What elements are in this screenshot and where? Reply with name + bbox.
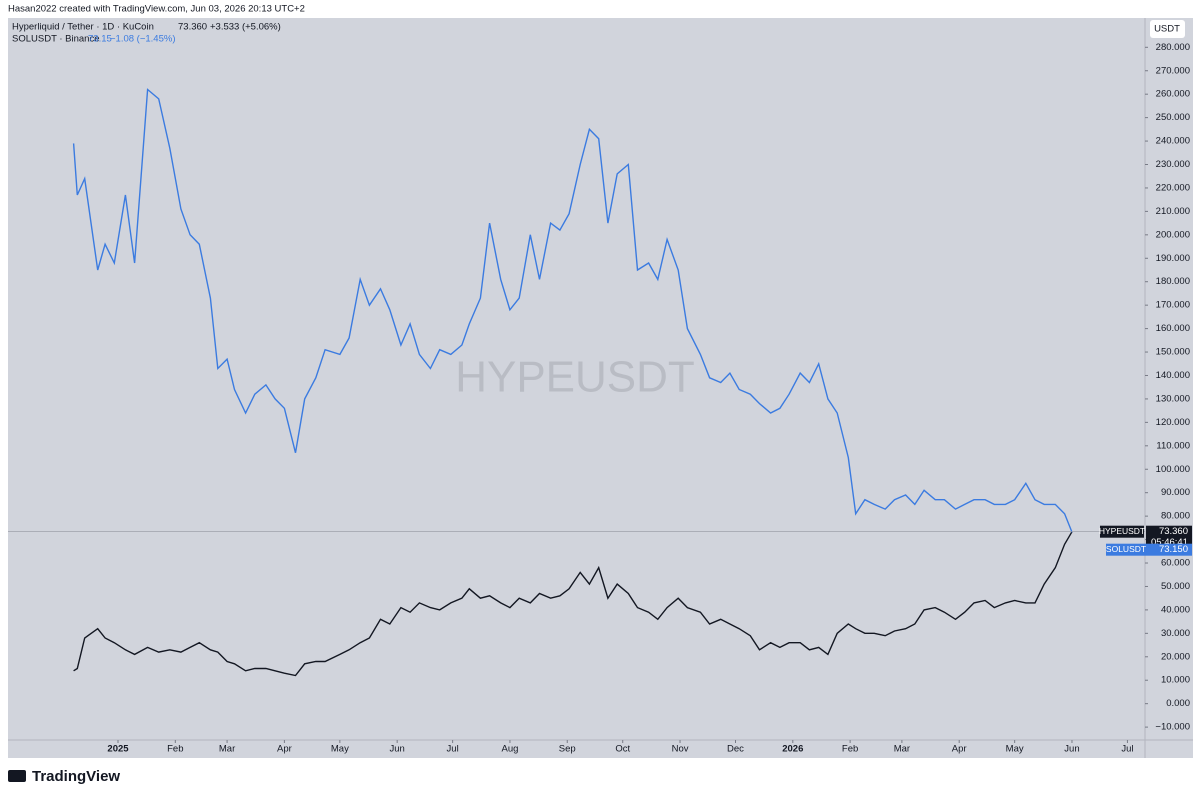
tag-box (1100, 525, 1144, 538)
x-tick-label: Mar (894, 744, 910, 755)
legend-name: SOLUSDT · Binance (12, 34, 99, 45)
header: Hasan2022 created with TradingView.com, … (8, 4, 305, 15)
legend-name: Hyperliquid / Tether · 1D · KuCoin (12, 22, 154, 33)
legend-change: +3.533 (+5.06%) (210, 22, 281, 33)
price-line (73, 531, 1073, 677)
x-tick-label: Jun (1064, 744, 1079, 755)
logo: TradingView (8, 768, 120, 785)
y-tick-label: 0.000 (1166, 698, 1190, 709)
legend-last: 73.360 (178, 22, 207, 33)
y-tick-label: 190.000 (1156, 253, 1190, 264)
x-tick-label: Apr (277, 744, 292, 755)
footer-brand: TradingView (32, 768, 120, 785)
x-tick-label: May (331, 744, 349, 755)
y-tick-label: 220.000 (1156, 182, 1190, 193)
y-tick-label: 20.000 (1161, 651, 1190, 662)
legend-last: 73.15 (88, 34, 112, 45)
y-tick-label: 50.000 (1161, 581, 1190, 592)
y-tick-label: 230.000 (1156, 159, 1190, 170)
y-tick-label: 30.000 (1161, 628, 1190, 639)
y-tick-label: 10.000 (1161, 675, 1190, 686)
y-tick-label: 280.000 (1156, 42, 1190, 53)
y-tick-label: 40.000 (1161, 604, 1190, 615)
x-tick-label: Feb (842, 744, 858, 755)
tag-price: 73.360 (1159, 526, 1188, 537)
x-tick-label: Apr (952, 744, 967, 755)
x-tick-label: May (1006, 744, 1024, 755)
unit: USDT (1154, 24, 1180, 35)
x-tick-label: Dec (727, 744, 744, 755)
y-tick-label: 100.000 (1156, 464, 1190, 475)
y-tick-label: 260.000 (1156, 89, 1190, 100)
y-tick-label: 80.000 (1161, 511, 1190, 522)
tag-name: HYPEUSDT (1099, 526, 1145, 536)
y-tick-label: 200.000 (1156, 229, 1190, 240)
tag-box (1106, 543, 1146, 556)
x-tick-label: Aug (501, 744, 518, 755)
x-tick-label: 2026 (782, 744, 803, 755)
watermark: HYPEUSDT (455, 353, 695, 402)
x-tick-label: Oct (615, 744, 630, 755)
x-tick-label: Mar (219, 744, 235, 755)
y-tick-label: 170.000 (1156, 300, 1190, 311)
y-tick-label: −10.000 (1155, 722, 1190, 733)
unit-box (1150, 20, 1185, 38)
x-tick-label: Sep (559, 744, 576, 755)
x-tick-label: Jul (447, 744, 459, 755)
x-tick-label: Feb (167, 744, 183, 755)
legend-change: −1.08 (−1.45%) (110, 34, 176, 45)
tag-price: 73.150 (1159, 544, 1188, 555)
x-tick-label: Jun (390, 744, 405, 755)
y-tick-label: 60.000 (1161, 558, 1190, 569)
x-tick-label: Nov (672, 744, 689, 755)
price-line (72, 88, 1073, 533)
tag-countdown: 05:46:41 (1151, 537, 1188, 548)
y-tick-label: 130.000 (1156, 393, 1190, 404)
tag-box (1146, 543, 1192, 556)
y-tick-label: 110.000 (1156, 440, 1190, 451)
y-tick-label: 270.000 (1156, 65, 1190, 76)
y-tick-label: 160.000 (1156, 323, 1190, 334)
x-tick-label: 2025 (107, 744, 129, 755)
chart-pane (8, 18, 1193, 758)
y-tick-label: 140.000 (1156, 370, 1190, 381)
y-tick-label: 150.000 (1156, 347, 1190, 358)
tag-name: SOLUSDT (1106, 544, 1146, 554)
y-tick-label: 240.000 (1156, 136, 1190, 147)
y-tick-label: 250.000 (1156, 112, 1190, 123)
y-tick-label: 90.000 (1161, 487, 1190, 498)
y-tick-label: 210.000 (1156, 206, 1190, 217)
y-tick-label: 120.000 (1156, 417, 1190, 428)
y-tick-label: 180.000 (1156, 276, 1190, 287)
x-tick-label: Jul (1121, 744, 1133, 755)
